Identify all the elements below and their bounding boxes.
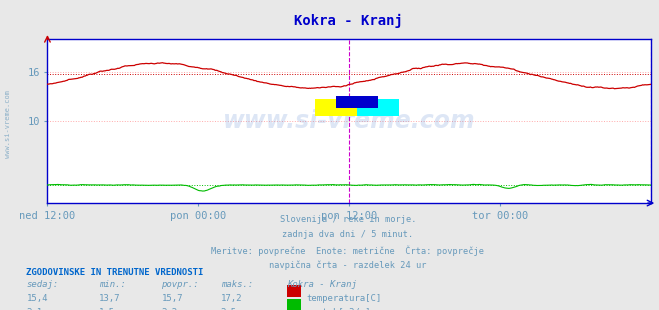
Bar [357, 99, 399, 116]
Text: povpr.:: povpr.: [161, 280, 199, 289]
Text: 13,7: 13,7 [99, 294, 121, 303]
Text: 15,4: 15,4 [26, 294, 48, 303]
Text: sedaj:: sedaj: [26, 280, 59, 289]
Text: navpična črta - razdelek 24 ur: navpična črta - razdelek 24 ur [270, 260, 426, 270]
Text: pretok[m3/s]: pretok[m3/s] [306, 308, 371, 310]
Text: 2,1: 2,1 [26, 308, 42, 310]
Text: Kokra - Kranj: Kokra - Kranj [287, 280, 357, 289]
Text: 17,2: 17,2 [221, 294, 243, 303]
Text: Kokra - Kranj: Kokra - Kranj [293, 14, 403, 28]
Text: www.si-vreme.com: www.si-vreme.com [5, 90, 11, 158]
Text: 1,5: 1,5 [99, 308, 115, 310]
Text: min.:: min.: [99, 280, 126, 289]
Text: www.si-vreme.com: www.si-vreme.com [223, 109, 476, 133]
Text: ZGODOVINSKE IN TRENUTNE VREDNOSTI: ZGODOVINSKE IN TRENUTNE VREDNOSTI [26, 268, 204, 277]
Text: Meritve: povprečne  Enote: metrične  Črta: povprečje: Meritve: povprečne Enote: metrične Črta:… [212, 245, 484, 256]
Text: maks.:: maks.: [221, 280, 253, 289]
Bar [315, 99, 357, 116]
Text: 2,5: 2,5 [221, 308, 237, 310]
Text: Slovenija / reke in morje.: Slovenija / reke in morje. [279, 215, 416, 224]
Text: 2,2: 2,2 [161, 308, 177, 310]
Text: zadnja dva dni / 5 minut.: zadnja dva dni / 5 minut. [282, 230, 414, 239]
Bar [336, 96, 378, 108]
Text: 15,7: 15,7 [161, 294, 183, 303]
Text: temperatura[C]: temperatura[C] [306, 294, 382, 303]
